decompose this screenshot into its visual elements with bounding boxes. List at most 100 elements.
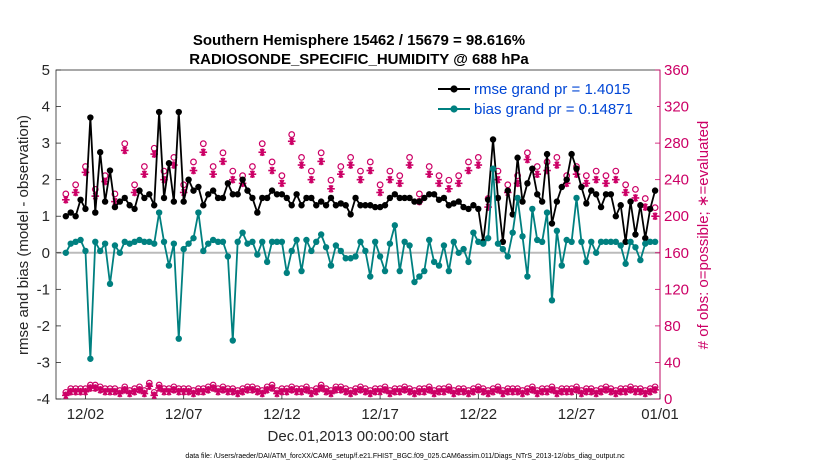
bias-point bbox=[62, 249, 70, 256]
obs-evaluated-point bbox=[199, 148, 208, 157]
obs-possible-point bbox=[327, 176, 335, 184]
rmse-point bbox=[607, 191, 615, 198]
rmse-point bbox=[337, 200, 345, 207]
rmse-point bbox=[435, 196, 443, 203]
rmse-point bbox=[259, 194, 266, 202]
bias-point bbox=[573, 194, 580, 202]
obs-possible-point bbox=[366, 158, 374, 166]
bias-point bbox=[160, 238, 168, 246]
rmse-point bbox=[293, 191, 300, 198]
obs-possible-point bbox=[612, 167, 620, 175]
y-right-tick-label: 240 bbox=[664, 172, 689, 189]
bias-point bbox=[352, 253, 359, 260]
rmse-point bbox=[592, 191, 600, 198]
y-right-tick-label: 0 bbox=[664, 391, 672, 408]
rmse-point bbox=[347, 211, 354, 218]
x-tick-label: 12/12 bbox=[263, 406, 301, 423]
obs-evaluated-point bbox=[140, 389, 149, 398]
rmse-point bbox=[563, 176, 570, 183]
bias-point bbox=[646, 238, 654, 246]
rmse-point bbox=[141, 194, 148, 202]
rmse-point bbox=[175, 108, 182, 116]
obs-possible-point bbox=[386, 167, 394, 175]
bias-point bbox=[126, 240, 133, 247]
x-tick-label: 01/01 bbox=[641, 406, 679, 423]
rmse-series bbox=[62, 108, 659, 246]
obs-evaluated-point bbox=[612, 175, 620, 184]
obs-evaluated-point bbox=[297, 161, 306, 169]
bias-point bbox=[553, 227, 561, 235]
rmse-point bbox=[524, 180, 531, 187]
obs-possible-point bbox=[72, 181, 80, 189]
bias-point bbox=[146, 238, 153, 246]
x-tick-label: 12/17 bbox=[361, 406, 399, 423]
bias-point bbox=[141, 238, 148, 246]
obs-evaluated-point bbox=[445, 185, 453, 193]
rmse-point bbox=[239, 176, 246, 183]
y-tick-label: 4 bbox=[42, 99, 50, 116]
bias-point bbox=[96, 247, 104, 255]
footnote: data file: /Users/raeder/DAI/ATM_forcXX/… bbox=[185, 453, 625, 460]
bias-point bbox=[273, 238, 281, 246]
obs-evaluated-point bbox=[371, 387, 379, 396]
obs-possible-point bbox=[425, 163, 433, 170]
bias-point bbox=[435, 262, 443, 269]
bias-point bbox=[155, 209, 163, 216]
rmse-point bbox=[214, 194, 222, 202]
rmse-point bbox=[494, 194, 502, 202]
obs-possible-point bbox=[396, 172, 404, 180]
obs-evaluated-point bbox=[523, 155, 532, 164]
bias-point bbox=[597, 238, 605, 246]
obs-evaluated-point bbox=[425, 170, 434, 178]
rmse-point bbox=[401, 194, 408, 202]
bias-point bbox=[82, 247, 89, 255]
bias-point bbox=[519, 233, 526, 240]
rmse-point bbox=[504, 187, 511, 194]
bias-point bbox=[470, 229, 477, 236]
bias-point bbox=[106, 280, 114, 288]
obs-evaluated-point bbox=[81, 387, 90, 396]
obs-possible-point bbox=[190, 158, 197, 166]
obs-possible-point bbox=[229, 167, 237, 175]
obs-evaluated-point bbox=[641, 389, 650, 398]
bias-point bbox=[376, 253, 384, 260]
rmse-point bbox=[234, 191, 241, 198]
rmse-point bbox=[460, 203, 467, 211]
obs-evaluated-point bbox=[651, 212, 659, 221]
x-tick-label: 12/27 bbox=[558, 406, 596, 423]
legend-bias-marker bbox=[450, 105, 458, 113]
y-right-tick-label: 160 bbox=[664, 245, 689, 262]
rmse-point bbox=[101, 198, 109, 205]
bias-point bbox=[548, 297, 556, 304]
obs-evaluated-point bbox=[356, 175, 365, 184]
rmse-point bbox=[87, 114, 94, 121]
obs-evaluated-point bbox=[435, 179, 443, 188]
obs-possible-point bbox=[298, 153, 305, 161]
rmse-point bbox=[553, 198, 561, 205]
obs-evaluated-point bbox=[616, 387, 625, 396]
rmse-point bbox=[190, 187, 197, 194]
rmse-point bbox=[170, 198, 178, 205]
obs-possible-point bbox=[288, 131, 296, 138]
rmse-point bbox=[646, 205, 654, 213]
bias-point bbox=[190, 234, 197, 242]
obs-evaluated-point bbox=[312, 387, 321, 396]
rmse-point bbox=[268, 187, 276, 194]
legend-rmse-marker bbox=[450, 85, 458, 93]
obs-evaluated-point bbox=[366, 389, 375, 398]
rmse-point bbox=[376, 203, 384, 211]
y-right-tick-label: 40 bbox=[664, 354, 681, 371]
obs-evaluated-point bbox=[258, 148, 267, 157]
bias-point bbox=[298, 267, 305, 275]
obs-evaluated-point bbox=[415, 387, 424, 396]
y-right-tick-label: 80 bbox=[664, 318, 681, 335]
obs-possible-point bbox=[347, 153, 355, 161]
obs-possible-point bbox=[357, 167, 364, 175]
obs-evaluated-point bbox=[71, 188, 80, 197]
rmse-point bbox=[416, 198, 423, 205]
bias-point bbox=[224, 253, 232, 260]
obs-possible-point bbox=[641, 195, 649, 202]
bias-point bbox=[592, 249, 600, 256]
obs-evaluated-point bbox=[361, 387, 370, 396]
